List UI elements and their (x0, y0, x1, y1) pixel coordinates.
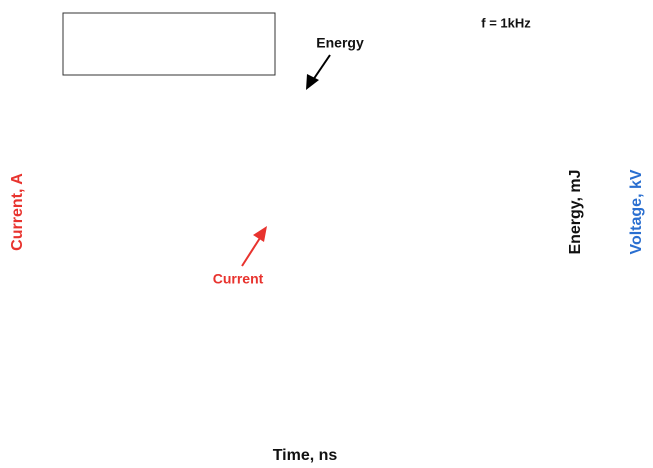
legend-box (62, 12, 276, 76)
legend (62, 12, 276, 76)
annotation: Current (213, 271, 264, 287)
energy-arrow (306, 54, 331, 90)
y3-axis-title: Voltage, kV (628, 169, 645, 254)
annotation: Energy (316, 35, 364, 51)
current-arrow (241, 226, 267, 267)
y2-axis-title: Energy, mJ (567, 169, 584, 254)
y-axis-title: Current, A (9, 173, 26, 251)
x-axis-title: Time, ns (273, 447, 338, 464)
annotation: f = 1kHz (481, 15, 531, 30)
